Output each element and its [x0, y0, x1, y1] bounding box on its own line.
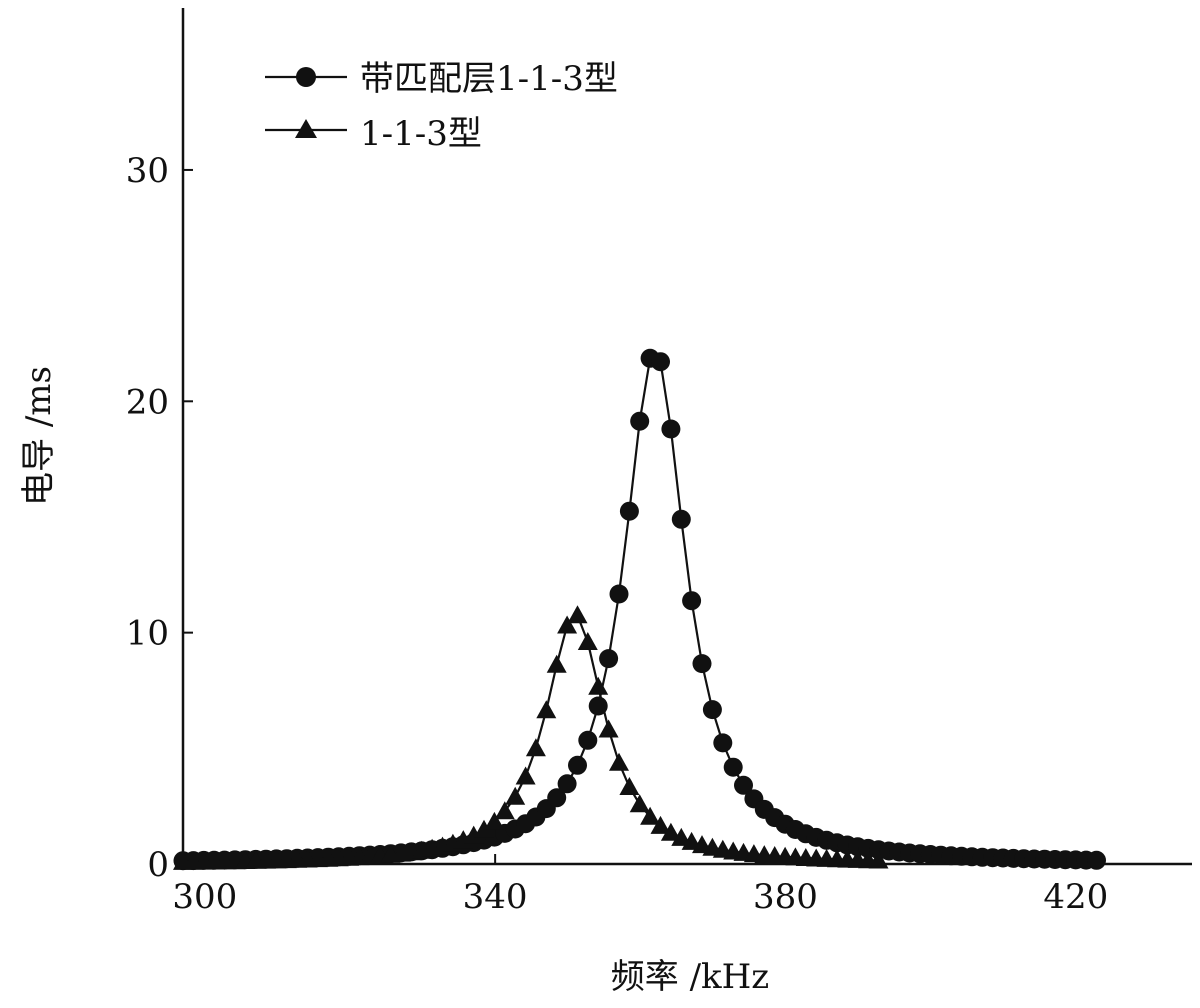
data-point-triangle [577, 632, 598, 650]
axes [181, 8, 1192, 866]
y-tick-label: 0 [147, 845, 169, 885]
data-point-triangle [515, 766, 536, 785]
legend-entry-matched: 带匹配层1-1-3型 [265, 59, 618, 99]
data-point-circle [713, 733, 733, 753]
data-point-triangle [494, 801, 515, 820]
legend-marker-triangle [295, 119, 317, 138]
legend: 带匹配层1-1-3型 1-1-3型 [265, 59, 618, 154]
data-point-circle [702, 700, 722, 720]
x-tick-label: 300 [172, 877, 237, 917]
data-point-circle [692, 654, 712, 674]
legend-entry-plain: 1-1-3型 [265, 114, 482, 154]
data-point-circle [578, 730, 598, 750]
data-point-circle [630, 411, 650, 431]
data-point-triangle [609, 752, 629, 771]
data-point-triangle [546, 654, 567, 673]
data-point-circle [682, 591, 702, 611]
y-tick-label: 20 [126, 382, 169, 422]
series-line [182, 356, 1097, 862]
x-axis-title: 频率 /kHz [611, 957, 769, 997]
legend-label-plain: 1-1-3型 [360, 114, 482, 154]
y-tick-label: 30 [126, 151, 169, 191]
data-point-triangle [588, 676, 609, 695]
data-point-triangle [567, 605, 588, 624]
x-tick-label: 340 [463, 877, 528, 917]
series-layer [173, 348, 1106, 871]
data-point-triangle [505, 786, 526, 805]
x-tick-label: 380 [753, 877, 818, 917]
data-point-triangle [868, 850, 889, 869]
data-point-triangle [474, 819, 494, 838]
data-point-circle [734, 775, 753, 795]
data-point-triangle [557, 615, 578, 634]
y-axis-title: 电导 /ms [19, 366, 59, 506]
legend-label-matched: 带匹配层1-1-3型 [360, 59, 618, 99]
series-matched [173, 348, 1106, 871]
tick-labels: 300 340 380 420 0 10 20 30 [126, 151, 1109, 917]
data-point-circle [599, 649, 619, 669]
data-point-circle [651, 352, 670, 372]
x-tick-label: 420 [1043, 877, 1108, 917]
data-point-triangle [671, 827, 692, 846]
data-point-triangle [619, 777, 640, 795]
data-point-circle [671, 509, 691, 529]
data-point-triangle [536, 700, 557, 719]
data-point-circle [661, 419, 681, 439]
data-point-triangle [629, 794, 650, 813]
data-point-circle [1087, 850, 1106, 870]
data-point-circle [568, 755, 587, 775]
data-point-triangle [463, 825, 484, 844]
data-point-circle [557, 774, 577, 794]
data-point-triangle [598, 719, 619, 738]
data-point-circle [547, 788, 567, 808]
data-point-triangle [484, 811, 505, 830]
data-point-circle [609, 584, 629, 604]
series-plain [173, 605, 889, 870]
data-point-circle [723, 757, 743, 777]
y-tick-label: 10 [126, 614, 169, 654]
data-point-triangle [660, 822, 681, 841]
data-point-circle [619, 501, 639, 521]
data-point-triangle [525, 738, 546, 757]
data-point-triangle [650, 815, 671, 834]
legend-marker-circle [296, 67, 316, 87]
data-point-triangle [640, 806, 661, 825]
